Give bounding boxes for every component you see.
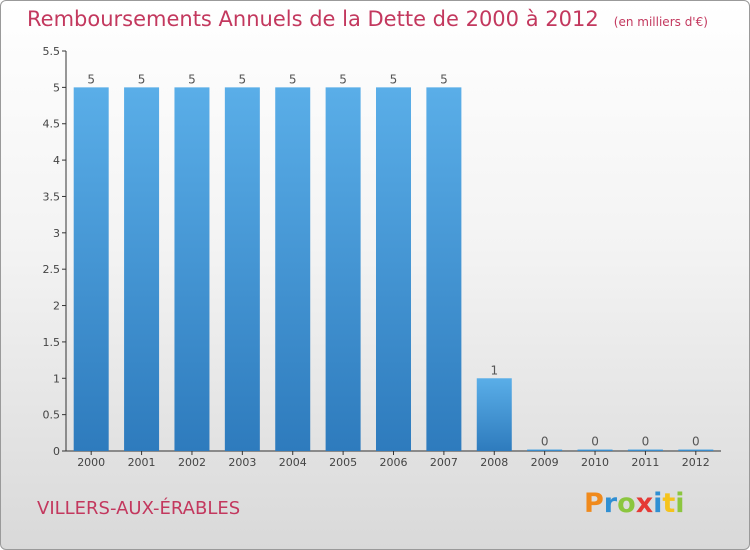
x-axis: 2000 2001 2002 2003 2004 2005 2006 2007 2008 2009…: [66, 450, 721, 469]
bar-value-label: 5: [87, 72, 95, 86]
chart-subtitle: (en milliers d'€): [613, 15, 708, 29]
bar: [627, 449, 663, 451]
proxiti-logo: Proxiti: [584, 488, 685, 519]
bar: [426, 87, 462, 451]
bar-value-label: 1: [490, 363, 498, 377]
bar: [124, 87, 160, 451]
x-tick-label: 2004: [279, 456, 307, 469]
x-tick-label: 2009: [531, 456, 559, 469]
bar-value-label: 0: [541, 435, 549, 449]
logo-letter: P: [584, 488, 604, 519]
title-row: Remboursements Annuels de la Dette de 20…: [27, 7, 708, 31]
bar-value-label: 5: [289, 72, 297, 86]
bar: [476, 378, 512, 451]
x-tick-label: 2008: [480, 456, 508, 469]
x-tick-label: 2006: [380, 456, 408, 469]
y-tick-label: 2.5: [43, 263, 61, 276]
y-tick-label: 3: [53, 227, 60, 240]
commune-name: VILLERS-AUX-ÉRABLES: [37, 498, 241, 519]
x-tick-label: 2000: [77, 456, 105, 469]
y-tick-label: 0.5: [43, 409, 61, 422]
bar: [275, 87, 311, 451]
x-tick-label: 2003: [228, 456, 256, 469]
bar-value-label: 5: [390, 72, 398, 86]
bar: [325, 87, 361, 451]
x-tick-label: 2001: [128, 456, 156, 469]
logo-letter: r: [603, 488, 618, 519]
bar-value-label: 0: [591, 435, 599, 449]
bar: [376, 87, 411, 451]
bar: [73, 87, 109, 451]
bar-value-label: 0: [642, 435, 650, 449]
chart-title: Remboursements Annuels de la Dette de 20…: [27, 7, 599, 31]
bar-value-label: 0: [692, 435, 700, 449]
y-tick-label: 4: [53, 154, 60, 167]
bar-value-label: 5: [188, 72, 196, 86]
bar: [527, 449, 563, 451]
logo-letter: o: [617, 488, 636, 519]
bar: [174, 87, 210, 451]
x-tick-label: 2011: [631, 456, 659, 469]
bar: [224, 87, 260, 451]
y-tick-label: 4.5: [43, 118, 61, 131]
bar: [577, 449, 613, 451]
y-tick-label: 5: [53, 81, 60, 94]
bar: [678, 449, 714, 451]
y-tick-label: 1.5: [43, 336, 61, 349]
logo-letter: t: [662, 488, 676, 519]
bar-value-label: 5: [138, 72, 146, 86]
x-tick-label: 2007: [430, 456, 458, 469]
y-tick-label: 5.5: [43, 45, 61, 58]
y-tick-label: 0: [53, 445, 60, 458]
y-tick-label: 3.5: [43, 190, 61, 203]
y-axis: 0 0.5 1 1.5 2 2.5 3 3.5 4 4.5 5 5.5: [43, 45, 67, 458]
logo-letter: i: [675, 488, 685, 519]
x-tick-label: 2012: [682, 456, 710, 469]
x-tick-label: 2005: [329, 456, 357, 469]
bar-value-label: 5: [239, 72, 247, 86]
y-tick-label: 2: [53, 300, 60, 313]
bars: [73, 87, 714, 451]
logo-letter: i: [653, 488, 663, 519]
data-labels: 5 5 5 5 5 5 5 5 1 0 0 0 0: [87, 72, 699, 448]
x-tick-label: 2010: [581, 456, 609, 469]
bar-value-label: 5: [440, 72, 448, 86]
y-tick-label: 1: [53, 372, 60, 385]
logo-letter: x: [635, 488, 654, 519]
x-tick-label: 2002: [178, 456, 206, 469]
bar-value-label: 5: [339, 72, 347, 86]
